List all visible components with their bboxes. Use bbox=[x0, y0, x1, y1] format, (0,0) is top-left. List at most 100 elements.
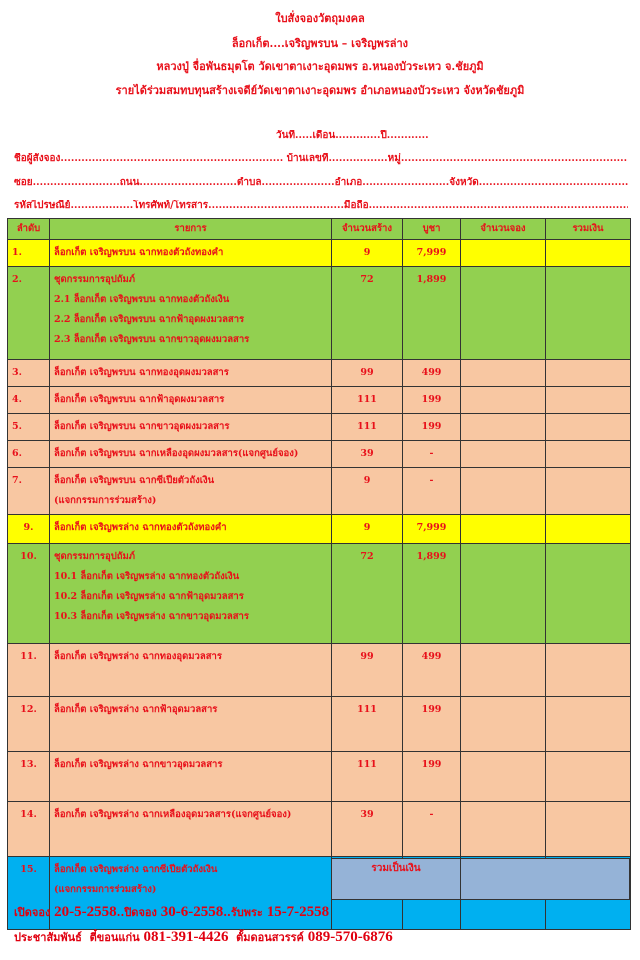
row-item: ล็อกเก็ต เจริญพรบน ฉากทองตัวถังทองคำ bbox=[49, 239, 332, 267]
row-reserve-field[interactable] bbox=[460, 751, 546, 802]
table-row: 7. ล็อกเก็ต เจริญพรบน ฉากซีเปียตัวถังเงิน… bbox=[7, 467, 631, 515]
item-line: ชุดกรรมการอุปถัมภ์ bbox=[54, 274, 136, 285]
row-qty: 39 bbox=[331, 440, 403, 468]
item-line: ล็อกเก็ต เจริญพรบน ฉากฟ้าอุดผงมวลสาร bbox=[54, 394, 225, 405]
table-row: 11. ล็อกเก็ต เจริญพรล่าง ฉากทองอุดมวลสาร 9… bbox=[7, 643, 631, 697]
contact2-name: ตั้มดอนสวรรค์ bbox=[236, 931, 304, 944]
row-sum-field[interactable] bbox=[545, 386, 631, 414]
receive-label: ..รับพระ bbox=[223, 906, 263, 919]
purpose-line: รายได้ร่วมสมทบทุนสร้างเจดีย์วัดเขาตาเงาะ… bbox=[115, 84, 525, 97]
row-number: 12. bbox=[7, 696, 50, 752]
row-sum-field[interactable] bbox=[545, 643, 631, 697]
row-sum-field[interactable] bbox=[545, 543, 631, 644]
item-line: ล็อกเก็ต เจริญพรบน ฉากซีเปียตัวถังเงิน bbox=[54, 475, 215, 486]
col-header-item: รายการ bbox=[49, 218, 332, 240]
row-price: 7,999 bbox=[402, 514, 461, 544]
row-qty: 111 bbox=[331, 696, 403, 752]
item-line: ล็อกเก็ต เจริญพรบน ฉากเหลืองอุดผงมวลสาร(… bbox=[54, 448, 299, 459]
row-sum-field[interactable] bbox=[545, 514, 631, 544]
row-item: ล็อกเก็ต เจริญพรล่าง ฉากฟ้าอุดมวลสาร bbox=[49, 696, 332, 752]
item-line: ล็อกเก็ต เจริญพรบน ฉากขาวอุดผงมวลสาร bbox=[54, 421, 230, 432]
row-price: - bbox=[402, 440, 461, 468]
item-line: 10.2 ล็อกเก็ต เจริญพรล่าง ฉากฟ้าอุดมวลสา… bbox=[54, 591, 244, 602]
item-line: ล็อกเก็ต เจริญพรล่าง ฉากฟ้าอุดมวลสาร bbox=[54, 704, 218, 715]
row-qty: 72 bbox=[331, 543, 403, 644]
contact2-phone: 089-570-6876 bbox=[307, 929, 393, 945]
row-qty: 9 bbox=[331, 239, 403, 267]
row-qty: 9 bbox=[331, 467, 403, 515]
table-row: 5. ล็อกเก็ต เจริญพรบน ฉากขาวอุดผงมวลสาร 11… bbox=[7, 413, 631, 441]
item-line: (แจกกรรมการร่วมสร้าง) bbox=[54, 495, 157, 506]
row-reserve-field[interactable] bbox=[460, 801, 546, 857]
name-address-field[interactable]: ชื่อผู้สั่งจอง..........................… bbox=[14, 153, 628, 164]
col-header-sum: รวมเงิน bbox=[545, 218, 631, 240]
row-item: ชุดกรรมการอุปถัมภ์ 10.1 ล็อกเก็ต เจริญพรล… bbox=[49, 543, 332, 644]
col-header-no: ลำดับ bbox=[7, 218, 50, 240]
row-price: 199 bbox=[402, 696, 461, 752]
row-sum-field[interactable] bbox=[545, 359, 631, 387]
item-line: ล็อกเก็ต เจริญพรล่าง ฉากซีเปียตัวถังเงิน bbox=[54, 864, 218, 875]
row-number: 2. bbox=[7, 266, 50, 360]
row-reserve-field[interactable] bbox=[460, 514, 546, 544]
row-price: 199 bbox=[402, 386, 461, 414]
table-row: 3. ล็อกเก็ต เจริญพรบน ฉากทองอุดผงมวลสาร 99… bbox=[7, 359, 631, 387]
row-qty: 111 bbox=[331, 386, 403, 414]
col-header-qty: จำนวนสร้าง bbox=[331, 218, 403, 240]
contact-label: ประชาสัมพันธ์ bbox=[14, 931, 82, 944]
row-sum-field[interactable] bbox=[545, 413, 631, 441]
row-number: 7. bbox=[7, 467, 50, 515]
address-field[interactable]: ซอย.........................ถนน.........… bbox=[14, 177, 628, 188]
row-reserve-field[interactable] bbox=[460, 266, 546, 360]
row-reserve-field[interactable] bbox=[460, 386, 546, 414]
total-amount-field[interactable] bbox=[460, 858, 630, 900]
row-sum-field[interactable] bbox=[545, 751, 631, 802]
item-line: 2.3 ล็อกเก็ต เจริญพรบน ฉากขาวอุดผงมวลสาร bbox=[54, 334, 250, 345]
row-item: ล็อกเก็ต เจริญพรล่าง ฉากเหลืองอุดมวลสาร(… bbox=[49, 801, 332, 857]
row-number: 9. bbox=[7, 514, 50, 544]
table-row: 6. ล็อกเก็ต เจริญพรบน ฉากเหลืองอุดผงมวลสา… bbox=[7, 440, 631, 468]
row-sum-field[interactable] bbox=[545, 440, 631, 468]
row-sum-field[interactable] bbox=[545, 266, 631, 360]
col-header-reserve: จำนวนจอง bbox=[460, 218, 546, 240]
row-sum-field[interactable] bbox=[545, 467, 631, 515]
monk-temple-line: หลวงปู่ จื่อพันธมุตโต วัดเขาตาเงาะอุดมพร… bbox=[156, 60, 484, 73]
row-sum-field[interactable] bbox=[545, 239, 631, 267]
row-number: 10. bbox=[7, 543, 50, 644]
row-reserve-field[interactable] bbox=[460, 467, 546, 515]
close-label: ..ปิดจอง bbox=[116, 906, 157, 919]
contact-field[interactable]: รหัสไปรษณีย์..................โทรศัพท์/โ… bbox=[14, 200, 628, 211]
row-item: ล็อกเก็ต เจริญพรบน ฉากเหลืองอุดผงมวลสาร(… bbox=[49, 440, 332, 468]
row-qty: 111 bbox=[331, 413, 403, 441]
row-item: ล็อกเก็ต เจริญพรบน ฉากทองอุดผงมวลสาร bbox=[49, 359, 332, 387]
item-line: ล็อกเก็ต เจริญพรล่าง ฉากเหลืองอุดมวลสาร(… bbox=[54, 809, 292, 820]
open-date: 20-5-2558 bbox=[54, 904, 117, 920]
row-reserve-field[interactable] bbox=[460, 413, 546, 441]
row-item: ล็อกเก็ต เจริญพรบน ฉากขาวอุดผงมวลสาร bbox=[49, 413, 332, 441]
item-line: ล็อกเก็ต เจริญพรบน ฉากทองตัวถังทองคำ bbox=[54, 247, 224, 258]
row-reserve-field[interactable] bbox=[460, 643, 546, 697]
row-reserve-field[interactable] bbox=[460, 359, 546, 387]
row-number: 1. bbox=[7, 239, 50, 267]
item-line: 10.1 ล็อกเก็ต เจริญพรล่าง ฉากทองตัวถังเง… bbox=[54, 571, 240, 582]
total-label: รวมเป็นเงิน bbox=[331, 858, 461, 900]
row-price: 1,899 bbox=[402, 266, 461, 360]
row-price: 199 bbox=[402, 751, 461, 802]
row-reserve-field[interactable] bbox=[460, 543, 546, 644]
row-reserve-field[interactable] bbox=[460, 696, 546, 752]
row-sum-field[interactable] bbox=[545, 696, 631, 752]
row-price: 199 bbox=[402, 413, 461, 441]
row-reserve-field[interactable] bbox=[460, 239, 546, 267]
table-row: 9. ล็อกเก็ต เจริญพรล่าง ฉากทองตัวถังทองคำ… bbox=[7, 514, 631, 544]
row-number: 11. bbox=[7, 643, 50, 697]
date-field[interactable]: วันที่.....เดือน.............ปี.........… bbox=[276, 130, 429, 141]
form-title: ใบสั่งจองวัตถุมงคล bbox=[275, 12, 365, 25]
form-subtitle: ล็อกเก็ต....เจริญพรบน – เจริญพรล่าง bbox=[231, 37, 409, 50]
row-qty: 99 bbox=[331, 359, 403, 387]
item-line: 2.2 ล็อกเก็ต เจริญพรบน ฉากฟ้าอุดผงมวลสาร bbox=[54, 314, 245, 325]
row-reserve-field[interactable] bbox=[460, 440, 546, 468]
row-sum-field[interactable] bbox=[545, 801, 631, 857]
row-item: ล็อกเก็ต เจริญพรล่าง ฉากทองตัวถังทองคำ bbox=[49, 514, 332, 544]
item-line: ล็อกเก็ต เจริญพรบน ฉากทองอุดผงมวลสาร bbox=[54, 367, 229, 378]
table-row: 12. ล็อกเก็ต เจริญพรล่าง ฉากฟ้าอุดมวลสาร 1… bbox=[7, 696, 631, 752]
row-price: - bbox=[402, 467, 461, 515]
